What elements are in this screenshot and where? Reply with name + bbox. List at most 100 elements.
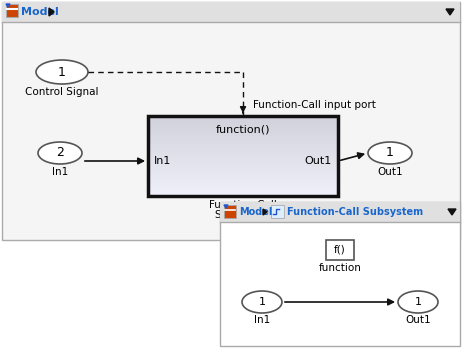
FancyBboxPatch shape <box>148 165 338 166</box>
FancyBboxPatch shape <box>148 145 338 146</box>
Text: In1: In1 <box>52 167 68 177</box>
FancyBboxPatch shape <box>148 116 338 117</box>
Text: Control Signal: Control Signal <box>25 87 99 97</box>
Polygon shape <box>446 9 454 15</box>
Text: Model: Model <box>21 7 59 17</box>
Text: Function-Call: Function-Call <box>209 200 277 210</box>
FancyBboxPatch shape <box>148 124 338 125</box>
FancyBboxPatch shape <box>224 205 236 218</box>
FancyBboxPatch shape <box>148 152 338 153</box>
Text: In1: In1 <box>154 156 171 166</box>
FancyBboxPatch shape <box>148 133 338 134</box>
FancyBboxPatch shape <box>148 171 338 172</box>
Ellipse shape <box>242 291 282 313</box>
Ellipse shape <box>368 142 412 164</box>
Polygon shape <box>263 209 267 215</box>
FancyBboxPatch shape <box>148 174 338 175</box>
FancyBboxPatch shape <box>148 147 338 148</box>
FancyBboxPatch shape <box>148 183 338 184</box>
FancyBboxPatch shape <box>148 194 338 195</box>
FancyBboxPatch shape <box>148 158 338 159</box>
FancyBboxPatch shape <box>148 131 338 132</box>
Text: 1: 1 <box>58 65 66 79</box>
FancyBboxPatch shape <box>148 175 338 176</box>
FancyBboxPatch shape <box>148 192 338 193</box>
FancyBboxPatch shape <box>148 182 338 183</box>
FancyBboxPatch shape <box>148 193 338 194</box>
Text: 1: 1 <box>414 297 421 307</box>
Polygon shape <box>224 205 228 208</box>
FancyBboxPatch shape <box>326 240 354 260</box>
Polygon shape <box>448 209 456 215</box>
FancyBboxPatch shape <box>148 138 338 139</box>
FancyBboxPatch shape <box>148 128 338 129</box>
Text: function: function <box>319 263 361 273</box>
Text: Model: Model <box>239 207 273 217</box>
FancyBboxPatch shape <box>148 164 338 165</box>
FancyBboxPatch shape <box>2 2 460 240</box>
Text: Subsystem: Subsystem <box>214 210 272 220</box>
FancyBboxPatch shape <box>148 163 338 164</box>
FancyBboxPatch shape <box>148 155 338 156</box>
FancyBboxPatch shape <box>148 170 338 171</box>
FancyBboxPatch shape <box>148 176 338 177</box>
FancyBboxPatch shape <box>148 159 338 160</box>
FancyBboxPatch shape <box>148 168 338 169</box>
FancyBboxPatch shape <box>6 4 18 17</box>
FancyBboxPatch shape <box>148 140 338 141</box>
Text: 1: 1 <box>259 297 266 307</box>
FancyBboxPatch shape <box>148 123 338 124</box>
FancyBboxPatch shape <box>148 195 338 196</box>
FancyBboxPatch shape <box>148 186 338 187</box>
FancyBboxPatch shape <box>148 119 338 120</box>
FancyBboxPatch shape <box>148 127 338 128</box>
FancyBboxPatch shape <box>148 134 338 135</box>
FancyBboxPatch shape <box>148 173 338 174</box>
FancyBboxPatch shape <box>148 189 338 190</box>
FancyBboxPatch shape <box>148 126 338 127</box>
FancyBboxPatch shape <box>148 179 338 180</box>
FancyBboxPatch shape <box>148 136 338 137</box>
FancyBboxPatch shape <box>148 121 338 122</box>
FancyBboxPatch shape <box>148 184 338 185</box>
FancyBboxPatch shape <box>148 172 338 173</box>
FancyBboxPatch shape <box>148 120 338 121</box>
FancyBboxPatch shape <box>148 129 338 130</box>
FancyBboxPatch shape <box>148 153 338 154</box>
Text: Out1: Out1 <box>405 315 431 325</box>
FancyBboxPatch shape <box>148 135 338 136</box>
FancyBboxPatch shape <box>148 191 338 192</box>
FancyBboxPatch shape <box>148 142 338 143</box>
Text: 2: 2 <box>56 147 64 159</box>
FancyBboxPatch shape <box>220 202 460 346</box>
FancyBboxPatch shape <box>148 130 338 131</box>
Text: 1: 1 <box>386 147 394 159</box>
FancyBboxPatch shape <box>148 132 338 133</box>
FancyBboxPatch shape <box>148 185 338 186</box>
FancyBboxPatch shape <box>148 166 338 167</box>
FancyBboxPatch shape <box>220 202 460 222</box>
FancyBboxPatch shape <box>148 167 338 168</box>
FancyBboxPatch shape <box>148 178 338 179</box>
Text: f(): f() <box>334 245 346 255</box>
FancyBboxPatch shape <box>148 137 338 138</box>
FancyBboxPatch shape <box>148 141 338 142</box>
FancyBboxPatch shape <box>148 160 338 161</box>
FancyBboxPatch shape <box>148 181 338 182</box>
FancyBboxPatch shape <box>148 188 338 189</box>
FancyBboxPatch shape <box>148 162 338 163</box>
Text: function(): function() <box>216 124 270 134</box>
Text: Out1: Out1 <box>305 156 332 166</box>
FancyBboxPatch shape <box>148 144 338 145</box>
FancyBboxPatch shape <box>148 148 338 149</box>
FancyBboxPatch shape <box>148 143 338 144</box>
FancyBboxPatch shape <box>148 187 338 188</box>
FancyBboxPatch shape <box>148 169 338 170</box>
FancyBboxPatch shape <box>148 149 338 150</box>
FancyBboxPatch shape <box>148 157 338 158</box>
Polygon shape <box>49 8 54 16</box>
FancyBboxPatch shape <box>148 151 338 152</box>
Ellipse shape <box>36 60 88 84</box>
Text: In1: In1 <box>254 315 270 325</box>
FancyBboxPatch shape <box>148 180 338 181</box>
